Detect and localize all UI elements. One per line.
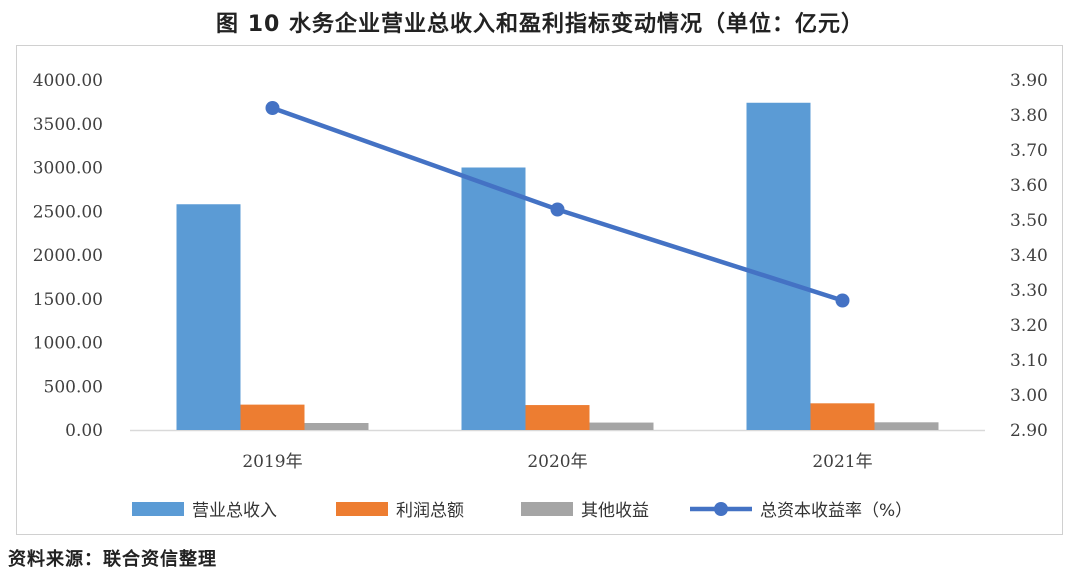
bar-other-income	[304, 423, 369, 430]
y-left-tick-label: 2500.00	[33, 202, 103, 222]
bar-other-income	[589, 422, 654, 430]
y-left-tick-label: 2000.00	[33, 246, 103, 266]
y-right-tick-label: 3.60	[1010, 176, 1048, 196]
y-right-tick-label: 3.50	[1010, 211, 1048, 231]
line-marker	[265, 101, 280, 115]
x-tick-label: 2020年	[527, 452, 587, 472]
y-right-tick-label: 3.20	[1010, 316, 1048, 336]
bar-profit	[525, 405, 590, 430]
y-right-tick-label: 3.30	[1010, 281, 1048, 301]
source-note: 资料来源：联合资信整理	[8, 549, 217, 570]
bar-revenue	[461, 167, 526, 430]
y-right-tick-label: 3.00	[1010, 386, 1048, 406]
y-right-tick-label: 2.90	[1010, 421, 1048, 441]
line-marker	[835, 293, 850, 308]
line-marker	[550, 202, 565, 217]
legend-swatch	[521, 502, 573, 516]
y-left-tick-label: 1500.00	[33, 290, 103, 310]
y-right-tick-label: 3.70	[1010, 141, 1048, 161]
chart-area	[16, 45, 1063, 535]
bar-revenue	[746, 102, 811, 430]
y-left-tick-label: 3000.00	[33, 159, 103, 179]
y-left-tick-label: 0.00	[65, 421, 103, 441]
x-tick-label: 2019年	[242, 452, 302, 472]
legend-swatch-marker	[714, 502, 728, 516]
bar-profit	[810, 403, 875, 430]
legend-swatch	[336, 502, 388, 516]
legend-label: 营业总收入	[192, 501, 277, 521]
y-right-tick-label: 3.90	[1010, 71, 1048, 91]
bar-other-income	[874, 422, 939, 430]
bar-revenue	[176, 204, 241, 430]
y-left-tick-label: 4000.00	[33, 71, 103, 91]
y-left-tick-label: 500.00	[44, 377, 103, 397]
legend-swatch	[132, 502, 184, 516]
y-left-tick-label: 1000.00	[33, 334, 103, 354]
legend-label: 利润总额	[396, 501, 464, 521]
x-tick-label: 2021年	[812, 452, 872, 472]
legend-label: 总资本收益率（%）	[760, 501, 912, 521]
y-right-tick-label: 3.10	[1010, 351, 1048, 371]
y-right-tick-label: 3.40	[1010, 246, 1048, 266]
legend-label: 其他收益	[581, 501, 649, 521]
chart-title: 图 10 水务企业营业总收入和盈利指标变动情况（单位：亿元）	[216, 12, 864, 37]
bar-profit	[240, 404, 305, 430]
y-right-tick-label: 3.80	[1010, 106, 1048, 126]
y-left-tick-label: 3500.00	[33, 115, 103, 135]
